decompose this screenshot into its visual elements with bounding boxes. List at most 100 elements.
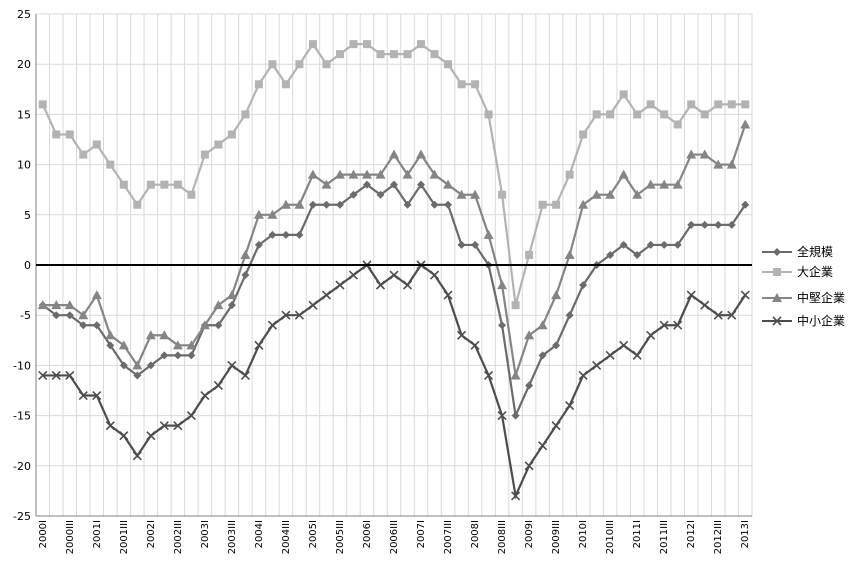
x-tick-label: 2006I — [362, 520, 373, 548]
small-point — [673, 320, 683, 330]
all-sizes-point — [268, 230, 277, 239]
mid-size-point — [118, 340, 129, 350]
axes — [35, 14, 752, 517]
small-point — [227, 360, 237, 370]
mid-size-point — [726, 159, 737, 169]
mid-size-point — [240, 249, 251, 259]
x-tick-label: 2006III — [389, 520, 400, 554]
large-point — [79, 150, 88, 159]
x-tick-label: 2001III — [119, 520, 130, 554]
small-point — [119, 431, 129, 441]
all-sizes-point — [227, 301, 236, 310]
mid-size-point — [497, 280, 508, 290]
legend-label-mid-size: 中堅企業 — [797, 290, 845, 305]
mid-size-point — [334, 169, 345, 179]
all-sizes-point — [187, 351, 196, 360]
all-sizes-point — [417, 180, 426, 189]
large-point — [430, 50, 439, 59]
mid-size-point — [348, 169, 359, 179]
all-sizes-point — [525, 381, 534, 390]
large-point — [227, 130, 236, 139]
small-point — [51, 370, 61, 381]
large-point — [390, 50, 398, 59]
mid-size-point — [172, 340, 183, 350]
mid-size-point — [267, 209, 278, 219]
small-point — [146, 431, 156, 441]
all-sizes-point — [295, 230, 304, 239]
large-point — [565, 170, 574, 179]
mid-size-point — [659, 179, 670, 189]
mid-size-point — [443, 179, 454, 189]
all-sizes-point — [606, 250, 615, 259]
small-point — [443, 290, 453, 300]
small-point — [65, 370, 75, 381]
all-sizes-point — [92, 321, 101, 330]
x-tick-label: 2008I — [470, 520, 481, 548]
x-tick-label: 2009I — [524, 520, 535, 548]
mid-size-point — [524, 330, 535, 340]
small-point — [105, 421, 115, 431]
mid-size-point — [145, 330, 156, 340]
x-tick-label: 2012I — [686, 520, 697, 548]
all-sizes-point — [65, 311, 74, 320]
large-point — [525, 250, 534, 259]
all-sizes-point — [633, 250, 642, 259]
large-point — [281, 80, 290, 89]
large-point — [687, 100, 696, 109]
y-tick-label: 0 — [24, 259, 31, 272]
all-sizes-point — [322, 200, 331, 209]
large-point — [322, 60, 331, 69]
mid-size-point — [213, 300, 224, 310]
all-sizes-point — [471, 240, 480, 249]
y-tick-label: 10 — [17, 159, 31, 172]
all-sizes-point — [646, 240, 655, 249]
large-point — [349, 40, 358, 49]
small-point — [213, 380, 223, 391]
all-sizes-point — [281, 230, 290, 239]
all-sizes-point — [444, 200, 453, 209]
all-sizes-point — [457, 240, 466, 249]
large-point — [160, 180, 169, 189]
all-sizes-point — [565, 311, 574, 320]
small-point — [321, 290, 332, 300]
x-tick-label: 2003I — [200, 520, 211, 548]
legend-label-small: 中小企業 — [797, 313, 845, 328]
mid-size-point — [551, 290, 562, 300]
mid-size-point — [37, 300, 48, 310]
all-sizes-point — [687, 220, 696, 229]
large-point — [538, 200, 547, 209]
x-tick-label: 2003III — [227, 520, 238, 554]
large-point — [606, 110, 615, 119]
all-sizes-point — [714, 220, 723, 229]
small-point — [686, 290, 696, 300]
large-point — [92, 140, 101, 149]
all-sizes-point — [133, 371, 142, 380]
series-all-sizes — [38, 180, 750, 420]
small-point — [335, 280, 345, 290]
series-layer — [37, 40, 751, 501]
small-point — [348, 270, 359, 280]
small-point — [308, 300, 318, 310]
small-point — [497, 411, 507, 421]
all-sizes-point — [700, 220, 709, 229]
all-sizes-point — [349, 190, 358, 199]
all-sizes-point — [538, 351, 547, 360]
legend-label-large: 大企業 — [797, 264, 833, 279]
all-sizes-point — [146, 361, 155, 370]
all-sizes-point — [741, 200, 750, 209]
legend-label-all-sizes: 全規模 — [797, 244, 833, 259]
mid-size-point — [51, 300, 62, 310]
large-point — [471, 80, 480, 89]
x-tick-label: 2000III — [65, 520, 76, 554]
x-tick-label: 2008III — [497, 520, 508, 554]
large-point — [511, 301, 520, 310]
all-sizes-point — [308, 200, 317, 209]
x-tick-label: 2011III — [659, 520, 670, 554]
mid-size-point — [91, 290, 102, 300]
small-point — [592, 360, 602, 370]
mid-size-point — [537, 320, 548, 330]
small-point — [551, 421, 561, 431]
mid-size-point — [307, 169, 318, 179]
small-point — [38, 370, 48, 381]
large-point — [200, 150, 209, 159]
